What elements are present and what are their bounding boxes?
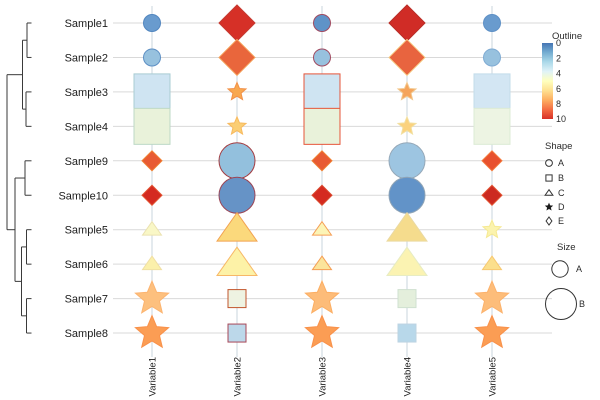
cell-glyph-circle	[313, 14, 331, 32]
row-label: Sample3	[65, 87, 108, 99]
cell-glyph-square	[303, 107, 341, 145]
cell-glyph-triangle	[311, 220, 333, 236]
cell-glyph-square	[473, 73, 511, 111]
outline-colorbar-tick: 4	[556, 69, 561, 79]
cell-glyph-star	[481, 218, 503, 239]
cell-glyph-diamond	[141, 184, 163, 206]
col-label: Variable3	[318, 357, 329, 396]
cell-glyph-star	[134, 279, 170, 314]
cell-glyph-triangle	[386, 211, 428, 242]
cell-glyph-triangle	[311, 255, 333, 271]
cell-glyph-triangle	[216, 246, 258, 277]
cell-glyph-diamond	[388, 38, 426, 77]
cells	[133, 4, 511, 349]
cell-glyph-square	[227, 323, 247, 343]
cell-glyph-square	[133, 107, 171, 145]
legend-shape-item-label: D	[558, 202, 565, 212]
cell-glyph-circle	[218, 142, 256, 180]
cell-glyph-circle	[483, 48, 501, 67]
row-label: Sample9	[65, 156, 108, 168]
outline-colorbar-tick: 2	[556, 53, 561, 63]
cell-glyph-star	[226, 81, 248, 101]
legend-size-a-icon	[551, 260, 569, 278]
cell-glyph-triangle	[481, 255, 503, 271]
row-label: Sample5	[65, 225, 108, 237]
legend-size-item-label: B	[579, 299, 585, 309]
legend-shape-item-label: B	[558, 173, 564, 183]
cell-glyph-star	[304, 314, 340, 349]
cell-glyph-star	[304, 279, 340, 314]
outline-colorbar-tick: 10	[556, 114, 566, 124]
outline-colorbar	[542, 43, 553, 119]
row-label: Sample2	[65, 52, 108, 64]
cell-glyph-circle	[483, 14, 501, 32]
dendrogram	[6, 22, 32, 334]
legend-outline-title: Outline	[552, 31, 582, 42]
cell-glyph-square	[227, 289, 247, 309]
row-label: Sample6	[65, 259, 108, 271]
outline-colorbar-tick: 6	[556, 84, 561, 94]
cell-glyph-star	[474, 314, 510, 349]
cell-glyph-star	[396, 81, 418, 101]
cell-glyph-square	[303, 73, 341, 111]
outline-colorbar-tick: 0	[556, 38, 561, 48]
row-label: Sample8	[65, 328, 108, 340]
cell-glyph-star	[474, 279, 510, 314]
legend-shape-title: Shape	[545, 141, 572, 152]
cell-glyph-square	[545, 174, 553, 182]
cell-glyph-circle	[218, 176, 256, 214]
outline-colorbar-tick: 8	[556, 99, 561, 109]
cell-glyph-star	[396, 115, 418, 136]
legend-size-title: Size	[557, 242, 575, 253]
legend-shape-item-label: C	[558, 188, 565, 198]
axis-labels: Sample1 Sample2 Sample3 Sample4 Sample9 Sampl…	[58, 18, 498, 396]
cell-glyph-diamond	[311, 184, 333, 206]
col-label: Variable4	[403, 357, 414, 396]
cell-glyph-square	[397, 289, 417, 309]
legend-shape-star-icon	[544, 202, 554, 211]
row-label: Sample4	[65, 121, 108, 133]
legend-shape-diamond-icon	[545, 216, 553, 226]
legend-shape-item-label: A	[558, 158, 564, 168]
col-label: Variable2	[233, 357, 244, 396]
row-label: Sample10	[58, 190, 108, 202]
legend-size-b-icon	[545, 288, 577, 320]
legend-size: Size A B	[545, 242, 585, 320]
cell-glyph-diamond	[218, 4, 256, 42]
cell-glyph-circle	[388, 176, 426, 214]
row-label: Sample1	[65, 18, 108, 30]
cell-glyph-circle	[545, 159, 553, 167]
cell-glyph-circle	[313, 48, 331, 67]
cell-glyph-diamond	[311, 150, 333, 172]
cell-glyph-triangle	[141, 220, 163, 236]
cell-glyph-triangle	[544, 188, 554, 196]
cell-glyph-circle	[143, 14, 161, 32]
cell-glyph-square	[397, 323, 417, 343]
cell-glyph-square	[473, 107, 511, 145]
cell-glyph-star	[134, 314, 170, 349]
cell-glyph-diamond	[481, 184, 503, 206]
col-label: Variable1	[148, 357, 159, 396]
cell-glyph-diamond	[388, 4, 426, 42]
cell-glyph-circle	[143, 48, 161, 67]
cell-glyph-diamond	[141, 150, 163, 172]
row-label: Sample7	[65, 294, 108, 306]
cell-glyph-diamond	[218, 38, 256, 77]
cell-glyph-circle	[388, 142, 426, 180]
col-label: Variable5	[488, 357, 499, 396]
cell-glyph-triangle	[386, 246, 428, 277]
legend-shape-item-label: E	[558, 216, 564, 226]
cell-glyph-triangle	[216, 211, 258, 242]
cell-glyph-star	[226, 115, 248, 136]
cell-glyph-diamond	[481, 150, 503, 172]
legend-size-item-label: A	[576, 264, 582, 274]
cell-glyph-triangle	[141, 255, 163, 271]
cell-glyph-square	[133, 73, 171, 111]
